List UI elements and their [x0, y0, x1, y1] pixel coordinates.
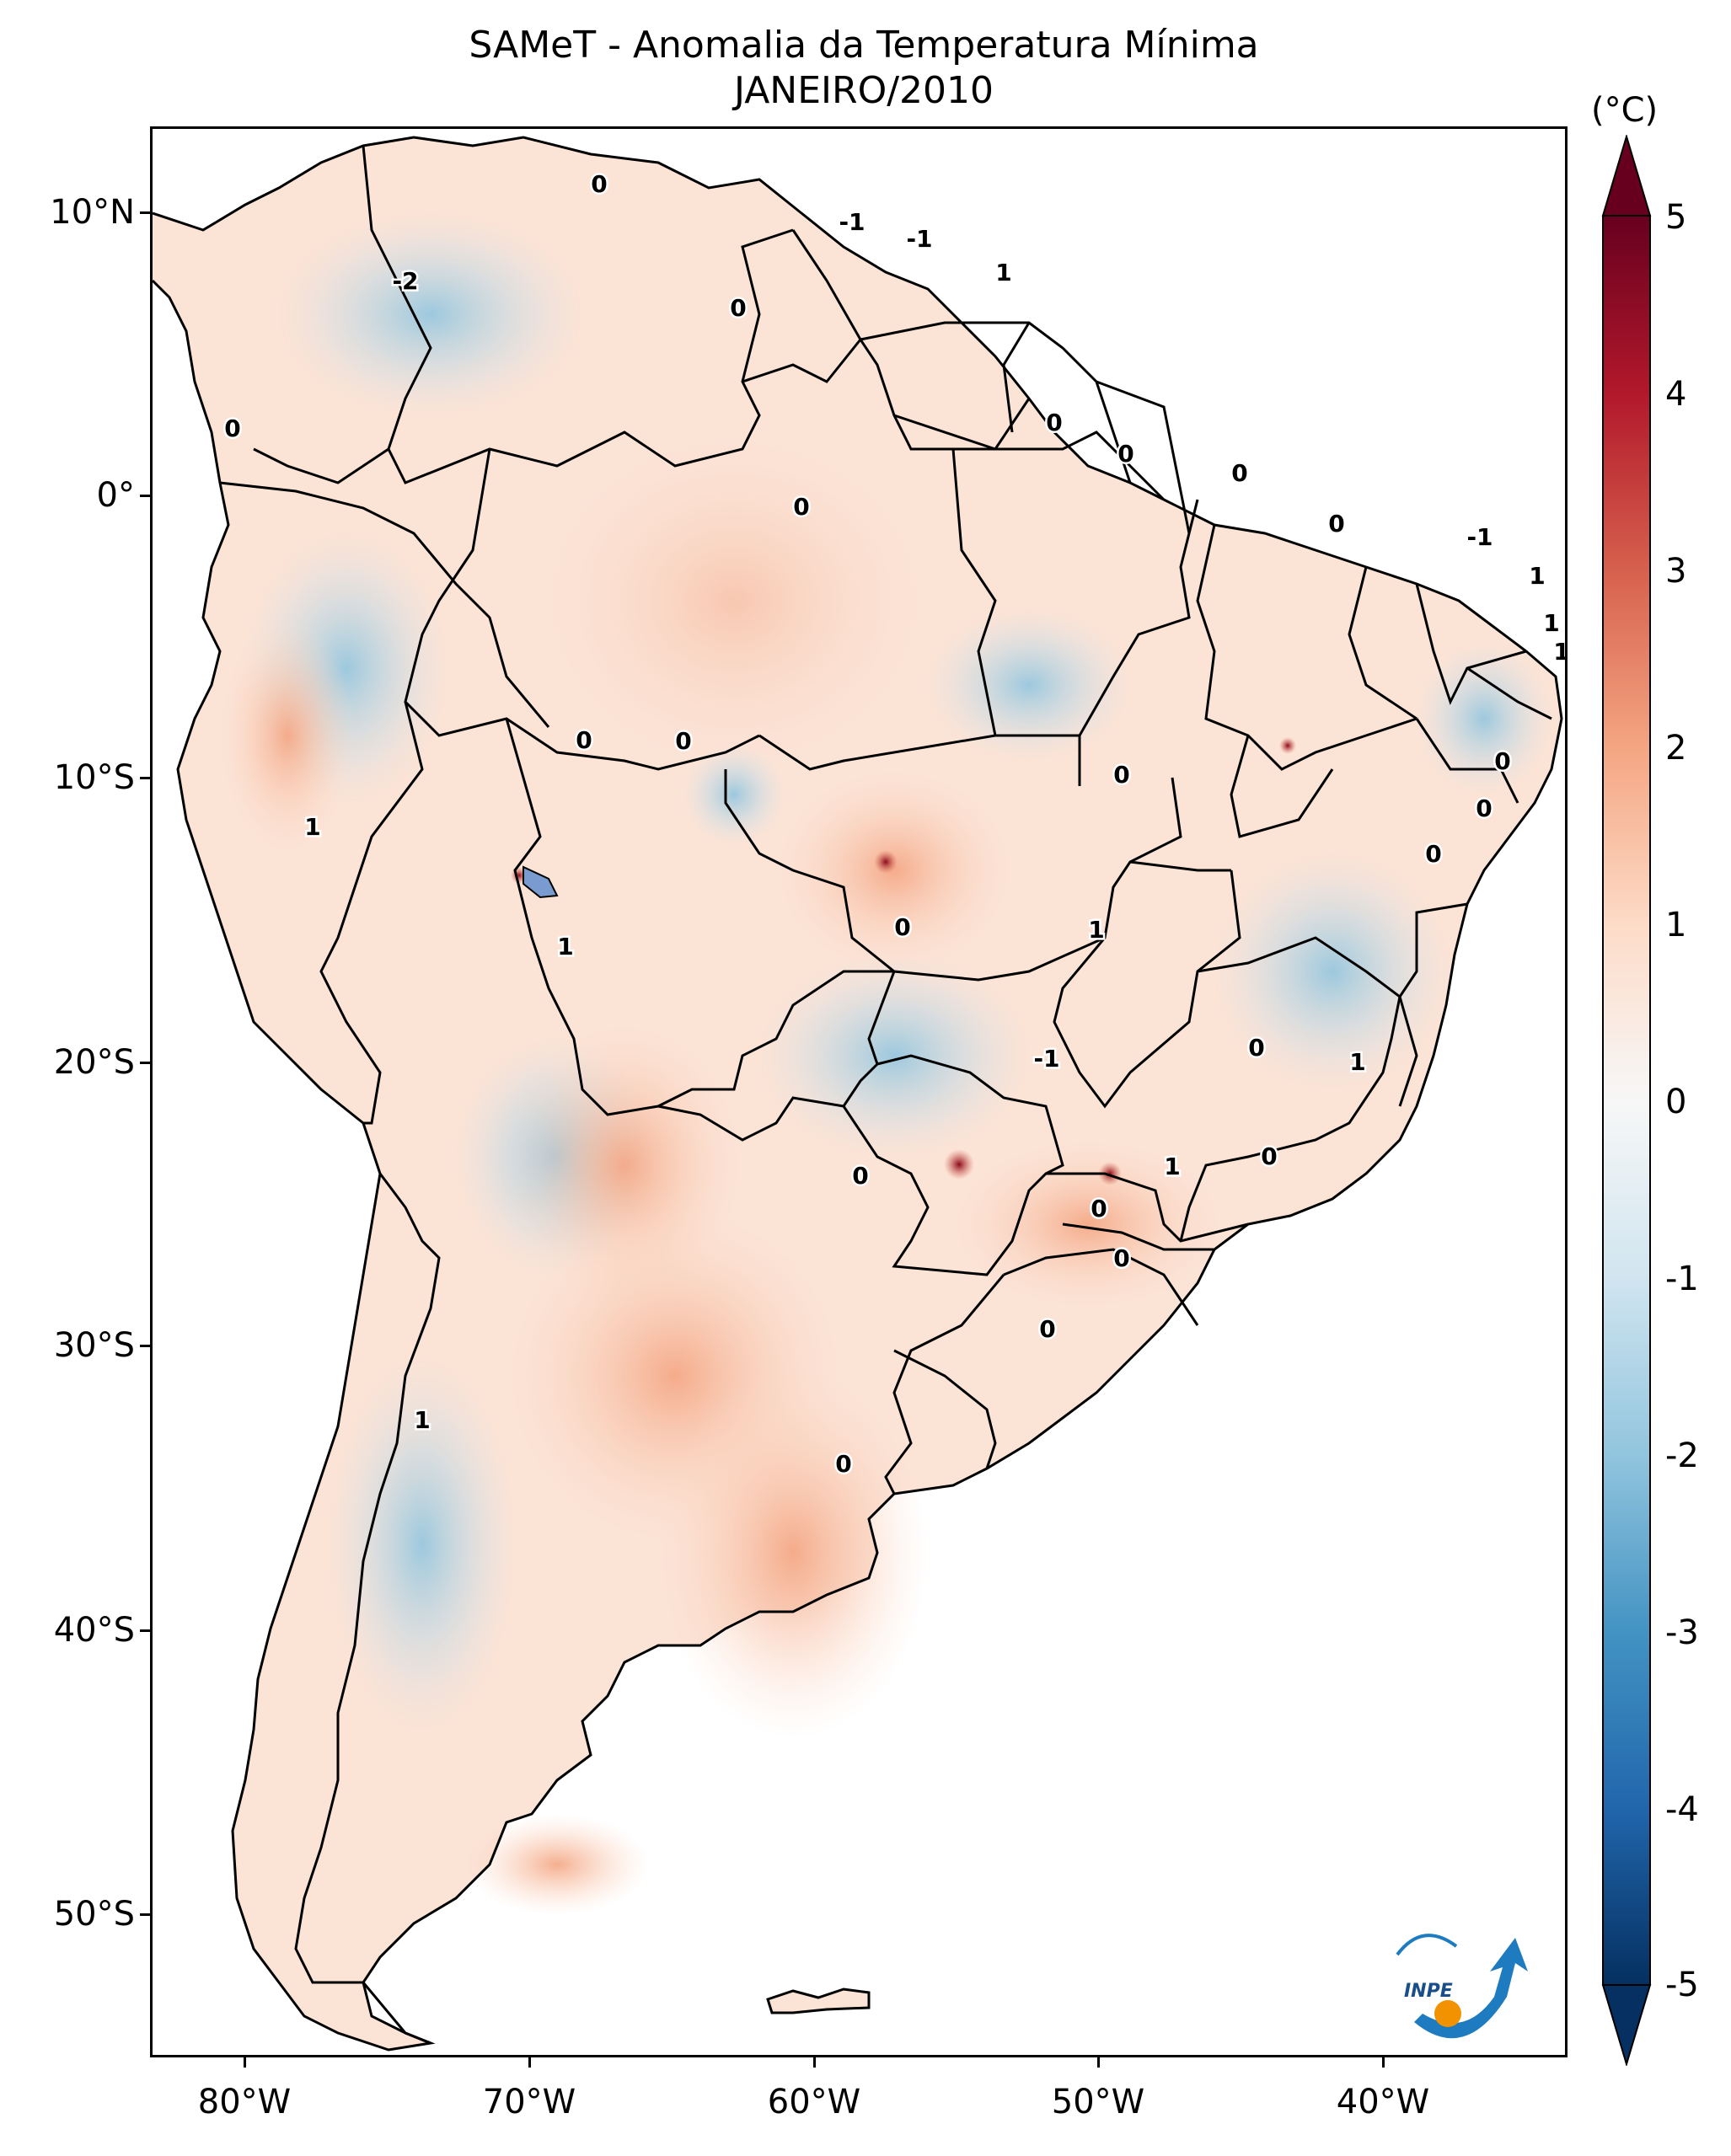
- contour-label: -1: [1466, 523, 1493, 551]
- colorbar-tick-1: 1: [1665, 906, 1687, 944]
- colorbar-tick-0: 0: [1665, 1083, 1687, 1121]
- contour-label: 0: [852, 1162, 868, 1190]
- colorbar-unit: (°C): [1591, 91, 1659, 130]
- contour-label: 1: [995, 259, 1011, 286]
- lat-label-10n: 10°N: [50, 193, 135, 232]
- colorbar-scale: [1602, 215, 1651, 1986]
- contour-label: -2: [392, 267, 418, 295]
- inpe-logo: INPE: [1396, 1934, 1528, 2039]
- colorbar-extend-bottom: [1601, 1984, 1652, 2066]
- map-subtitle: JANEIRO/2010: [734, 69, 994, 112]
- lon-label-50w: 50°W: [1051, 2083, 1145, 2121]
- contour-label: 0: [1476, 794, 1492, 822]
- lon-tick: [813, 2057, 816, 2068]
- country-borders: [153, 136, 1563, 2052]
- map-frame: 0-1-11-20000000-11110000010101-101100000…: [150, 126, 1568, 2057]
- lon-tick: [528, 2057, 531, 2068]
- contour-label: 0: [1113, 761, 1129, 789]
- lon-label-70w: 70°W: [482, 2083, 576, 2121]
- colorbar-tick-neg2: -2: [1665, 1436, 1699, 1475]
- contour-label: 1: [1543, 609, 1559, 637]
- contour-label: 0: [576, 726, 592, 754]
- lat-label-10s: 10°S: [53, 758, 135, 797]
- lat-label-20s: 20°S: [53, 1043, 135, 1082]
- lat-tick: [140, 1345, 150, 1347]
- contour-label: 0: [1117, 440, 1133, 468]
- lat-tick: [140, 1629, 150, 1632]
- lake-titicaca: [523, 865, 559, 899]
- contour-label: 0: [894, 913, 910, 941]
- lat-tick: [140, 777, 150, 779]
- lat-label-0: 0°: [96, 476, 135, 515]
- contour-label: 1: [1349, 1048, 1365, 1076]
- contour-label: 1: [1164, 1153, 1180, 1180]
- colorbar-extend-top: [1601, 135, 1652, 217]
- contour-label: 0: [1113, 1244, 1129, 1272]
- contour-label: 1: [1088, 916, 1104, 944]
- contour-label: 0: [1328, 510, 1344, 538]
- lat-label-30s: 30°S: [53, 1326, 135, 1365]
- lon-tick: [1382, 2057, 1385, 2068]
- contour-label: 1: [557, 933, 573, 960]
- contour-label: 0: [835, 1450, 851, 1478]
- contour-label: 1: [1529, 562, 1545, 590]
- lon-label-60w: 60°W: [767, 2083, 861, 2121]
- lat-tick: [140, 1062, 150, 1064]
- contour-label: 1: [414, 1406, 430, 1434]
- colorbar-tick-2: 2: [1665, 729, 1687, 768]
- colorbar: [1601, 135, 1652, 2066]
- lon-tick: [244, 2057, 246, 2068]
- contour-label: 1: [1553, 638, 1565, 666]
- logo-text: INPE: [1404, 1981, 1453, 2002]
- colorbar-tick-3: 3: [1665, 552, 1687, 591]
- contour-label: -1: [906, 225, 932, 253]
- lon-label-40w: 40°W: [1336, 2083, 1430, 2121]
- contour-label: -1: [1033, 1045, 1059, 1073]
- colorbar-tick-neg4: -4: [1665, 1790, 1699, 1829]
- colorbar-tick-neg5: -5: [1665, 1966, 1699, 2004]
- lon-tick: [1097, 2057, 1100, 2068]
- contour-label: 0: [591, 170, 607, 198]
- contour-label: 0: [1039, 1315, 1055, 1343]
- south-america-map: 0-1-11-20000000-11110000010101-101100000…: [153, 136, 1565, 2052]
- contour-label: 0: [1046, 409, 1062, 436]
- colorbar-tick-neg3: -3: [1665, 1613, 1699, 1652]
- contour-label: 0: [1494, 747, 1510, 775]
- falkland-islands: [766, 1987, 871, 2014]
- contour-label: 0: [224, 415, 240, 442]
- colorbar-tick-5: 5: [1665, 198, 1687, 237]
- lat-label-40s: 40°S: [53, 1611, 135, 1650]
- contour-label: 0: [1231, 459, 1247, 487]
- contour-label: 0: [1248, 1034, 1264, 1062]
- lat-label-50s: 50°S: [53, 1895, 135, 1934]
- contour-label: 0: [675, 727, 691, 755]
- map-title: SAMeT - Anomalia da Temperatura Mínima: [469, 24, 1259, 67]
- colorbar-tick-neg1: -1: [1665, 1260, 1699, 1298]
- contour-labels: 0-1-11-20000000-11110000010101-101100000…: [222, 169, 1565, 1480]
- anomaly-shading: [220, 213, 1551, 1915]
- contour-label: 0: [1091, 1195, 1107, 1222]
- contour-label: 0: [1261, 1142, 1277, 1170]
- lat-tick: [140, 211, 150, 214]
- contour-label: 1: [304, 813, 320, 841]
- contour-label: 0: [793, 493, 809, 521]
- contour-label: 0: [730, 294, 746, 322]
- lat-tick: [140, 495, 150, 497]
- contour-label: 0: [1425, 840, 1441, 868]
- colorbar-tick-4: 4: [1665, 375, 1687, 414]
- lon-label-80w: 80°W: [197, 2083, 292, 2121]
- contour-label: -1: [839, 208, 865, 236]
- lat-tick: [140, 1913, 150, 1916]
